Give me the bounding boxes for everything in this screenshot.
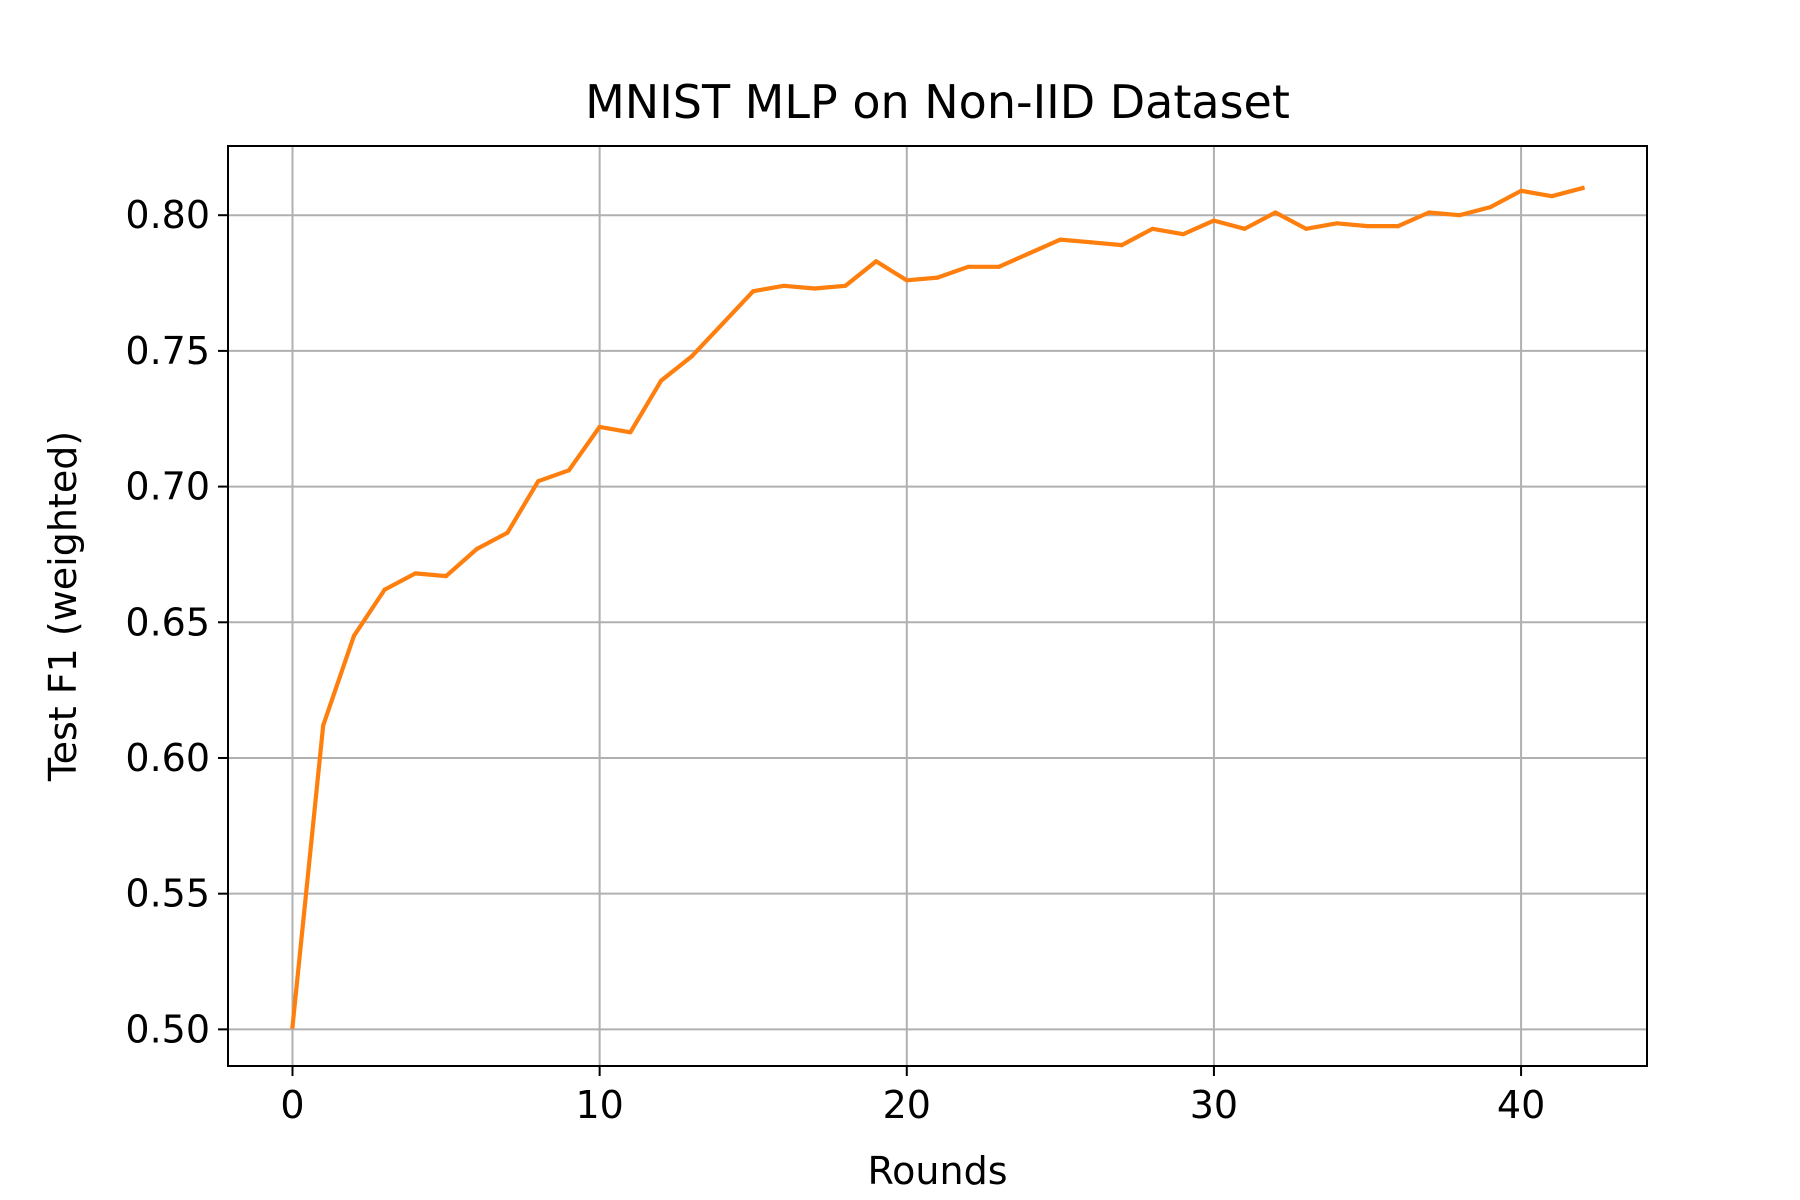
data-point <box>290 1024 295 1029</box>
data-point <box>720 321 725 326</box>
data-point <box>1365 224 1370 229</box>
x-tick-label: 10 <box>575 1083 623 1127</box>
data-point <box>812 286 817 291</box>
y-tick-label: 0.75 <box>125 329 210 373</box>
y-tick-label: 0.65 <box>125 600 210 644</box>
data-point <box>1027 251 1032 256</box>
x-tick-label: 0 <box>280 1083 304 1127</box>
y-tick-label: 0.80 <box>125 193 210 237</box>
data-point <box>1549 194 1554 199</box>
y-tick-label: 0.55 <box>125 872 210 916</box>
data-point <box>1150 226 1155 231</box>
data-point <box>1519 188 1524 193</box>
plot-frame <box>227 145 1648 1067</box>
data-point <box>1396 224 1401 229</box>
y-tick-label: 0.70 <box>125 465 210 509</box>
data-point <box>1334 221 1339 226</box>
data-point <box>874 259 879 264</box>
x-axis: 0 10 20 30 40 <box>280 1066 1545 1127</box>
data-point <box>597 424 602 429</box>
x-tick-label: 30 <box>1190 1083 1238 1127</box>
data-point <box>536 479 541 484</box>
y-axis-title: Test F1 (weighted) <box>41 431 85 782</box>
data-point <box>966 264 971 269</box>
grid <box>228 146 1647 1066</box>
x-tick-label: 40 <box>1497 1083 1545 1127</box>
data-point <box>904 278 909 283</box>
data-point <box>1273 210 1278 215</box>
data-point <box>566 468 572 473</box>
data-point <box>628 430 633 435</box>
data-point <box>474 546 479 552</box>
data-point <box>1242 226 1247 231</box>
data-point <box>351 633 356 639</box>
data-point <box>1119 243 1124 248</box>
data-point <box>1426 210 1431 215</box>
y-tick-label: 0.50 <box>125 1007 210 1051</box>
data-point <box>689 354 694 359</box>
data-point <box>1457 213 1462 218</box>
y-axis: 0.50 0.55 0.60 0.65 0.70 0.75 0.80 <box>125 193 228 1051</box>
data-point <box>1580 186 1585 191</box>
data-point <box>413 571 418 576</box>
data-point <box>781 283 787 288</box>
data-point <box>321 723 326 728</box>
x-axis-title: Rounds <box>867 1149 1007 1193</box>
data-point <box>935 275 940 280</box>
data-point <box>1089 240 1094 245</box>
chart-title: MNIST MLP on Non-IID Dataset <box>585 75 1290 129</box>
data-point <box>505 530 510 535</box>
data-point <box>1304 226 1309 231</box>
y-tick-label: 0.60 <box>125 736 210 780</box>
data-point <box>1211 218 1216 223</box>
data-point <box>1181 232 1186 237</box>
data-point <box>1488 205 1493 210</box>
data-point <box>1058 237 1063 242</box>
x-tick-label: 20 <box>883 1083 931 1127</box>
data-point <box>996 264 1002 269</box>
data-point <box>444 574 449 579</box>
data-point <box>843 283 848 288</box>
data-point <box>659 378 664 383</box>
series-layer <box>290 185 1586 1029</box>
data-point <box>751 289 756 294</box>
data-point <box>382 587 387 592</box>
